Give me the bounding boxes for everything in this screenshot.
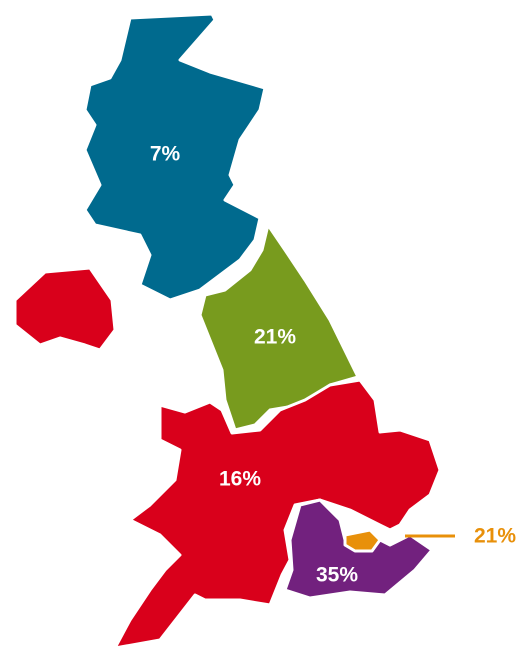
scotland-region xyxy=(83,12,267,302)
region-label: 21% xyxy=(254,326,296,349)
london-region xyxy=(343,528,382,553)
ireland xyxy=(13,266,117,352)
region-label: 21% xyxy=(474,525,516,548)
region-label: 35% xyxy=(316,564,358,587)
north-england-region xyxy=(198,223,360,432)
region-label: 16% xyxy=(219,468,261,491)
region-label: 7% xyxy=(150,143,181,166)
midlands-wales-region xyxy=(113,378,442,648)
